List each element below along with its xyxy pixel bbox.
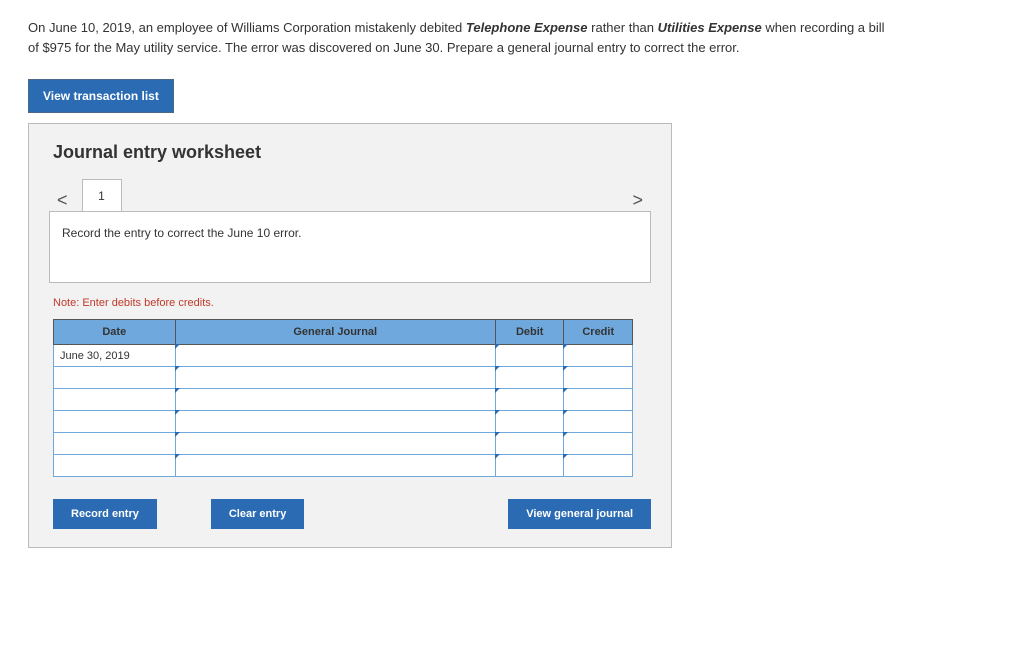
question-text: On June 10, 2019, an employee of William… [28, 18, 898, 57]
journal-entry-table: Date General Journal Debit Credit June 3… [53, 319, 633, 477]
header-credit: Credit [564, 320, 633, 345]
table-row [54, 433, 633, 455]
table-row [54, 455, 633, 477]
cell-credit[interactable] [564, 389, 633, 411]
view-general-journal-button[interactable]: View general journal [508, 499, 651, 529]
record-entry-button[interactable]: Record entry [53, 499, 157, 529]
cell-general-journal[interactable] [175, 389, 495, 411]
header-debit: Debit [495, 320, 564, 345]
chevron-right-icon[interactable]: > [624, 190, 651, 211]
cell-date[interactable] [54, 455, 176, 477]
question-prefix: On June 10, 2019, an employee of William… [28, 20, 466, 35]
cell-credit[interactable] [564, 345, 633, 367]
cell-date[interactable]: June 30, 2019 [54, 345, 176, 367]
question-em-2: Utilities Expense [658, 20, 762, 35]
cell-credit[interactable] [564, 433, 633, 455]
chevron-left-icon[interactable]: < [49, 190, 76, 211]
cell-general-journal[interactable] [175, 345, 495, 367]
cell-debit[interactable] [495, 389, 564, 411]
view-transaction-list-button[interactable]: View transaction list [28, 79, 174, 113]
cell-debit[interactable] [495, 411, 564, 433]
entry-instruction: Record the entry to correct the June 10 … [49, 211, 651, 283]
cell-credit[interactable] [564, 411, 633, 433]
debits-before-credits-note: Note: Enter debits before credits. [53, 297, 651, 309]
cell-date[interactable] [54, 411, 176, 433]
question-mid: rather than [591, 20, 658, 35]
cell-debit[interactable] [495, 367, 564, 389]
cell-general-journal[interactable] [175, 455, 495, 477]
worksheet-title: Journal entry worksheet [49, 142, 651, 163]
cell-date[interactable] [54, 433, 176, 455]
clear-entry-button[interactable]: Clear entry [211, 499, 304, 529]
header-date: Date [54, 320, 176, 345]
table-row [54, 389, 633, 411]
cell-general-journal[interactable] [175, 411, 495, 433]
worksheet-tab-1[interactable]: 1 [82, 179, 122, 211]
cell-credit[interactable] [564, 367, 633, 389]
table-row [54, 367, 633, 389]
cell-credit[interactable] [564, 455, 633, 477]
worksheet-tab-row: < 1 > [49, 175, 651, 211]
header-general-journal: General Journal [175, 320, 495, 345]
table-header-row: Date General Journal Debit Credit [54, 320, 633, 345]
table-row: June 30, 2019 [54, 345, 633, 367]
cell-date[interactable] [54, 367, 176, 389]
cell-general-journal[interactable] [175, 367, 495, 389]
question-em-1: Telephone Expense [466, 20, 588, 35]
journal-entry-worksheet-panel: Journal entry worksheet < 1 > Record the… [28, 123, 672, 548]
cell-date[interactable] [54, 389, 176, 411]
cell-debit[interactable] [495, 455, 564, 477]
table-row [54, 411, 633, 433]
cell-debit[interactable] [495, 345, 564, 367]
cell-debit[interactable] [495, 433, 564, 455]
worksheet-button-row: Record entry Clear entry View general jo… [49, 499, 651, 529]
cell-general-journal[interactable] [175, 433, 495, 455]
